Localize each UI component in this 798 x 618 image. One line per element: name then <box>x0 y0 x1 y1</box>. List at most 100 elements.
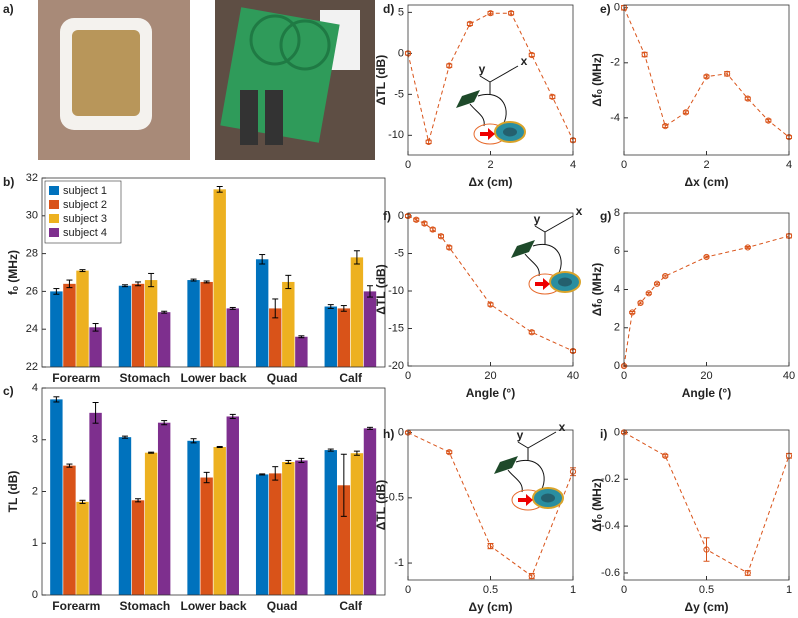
data-line <box>407 12 574 143</box>
legend-label: subject 1 <box>63 185 107 197</box>
y-tick-label: -2 <box>610 57 620 69</box>
bar <box>350 453 364 595</box>
bar <box>337 308 351 367</box>
bar <box>63 465 76 595</box>
error-bar <box>298 335 305 339</box>
x-tick-label: Lower back <box>180 599 246 613</box>
error-bar <box>285 274 292 290</box>
x-tick-label: Stomach <box>120 599 171 613</box>
inset-axis <box>534 225 546 233</box>
inset-axis <box>544 215 574 233</box>
x-tick-label: Calf <box>339 371 363 385</box>
bar <box>324 450 337 595</box>
x-tick-label: 40 <box>783 370 795 382</box>
marker <box>549 93 556 100</box>
inset-tissue-core <box>503 127 517 137</box>
error-bar <box>66 279 73 289</box>
y-tick-label: 28 <box>26 248 38 260</box>
data-line <box>623 7 790 138</box>
y-tick-label: 4 <box>614 283 620 295</box>
marker <box>446 449 453 456</box>
panel-label: d) <box>383 2 394 16</box>
bar <box>187 280 200 367</box>
inset-arrow <box>518 494 533 506</box>
bar <box>76 270 89 367</box>
bar <box>282 462 295 595</box>
x-tick-label: Forearm <box>52 371 100 385</box>
y-axis-label: Δfₒ (MHz) <box>590 478 604 532</box>
marker <box>446 62 453 69</box>
x-tick-label: 2 <box>487 159 493 171</box>
x-tick-label: 0 <box>621 159 627 171</box>
y-tick-label: 30 <box>26 210 38 222</box>
y-tick-label: 5 <box>398 6 404 18</box>
legend-swatch <box>49 200 59 209</box>
error-bar <box>272 298 279 319</box>
x-axis-label: Δx (cm) <box>685 175 729 189</box>
error-bar <box>216 445 223 449</box>
y-tick-label: 0 <box>614 2 620 14</box>
y-axis-label: ΔTL (dB) <box>374 480 388 530</box>
marker <box>487 301 494 308</box>
bar <box>255 259 269 367</box>
error-bar <box>135 281 142 287</box>
inset-coil <box>494 456 518 474</box>
y-tick-label: 22 <box>26 361 38 373</box>
marker <box>645 290 652 297</box>
inset-label: y <box>479 62 486 76</box>
bar <box>118 285 132 367</box>
x-axis-label: Δy (cm) <box>469 600 513 614</box>
x-tick-label: 0.5 <box>483 584 498 596</box>
axes-frame <box>41 177 386 368</box>
y-tick-label: 1 <box>32 537 38 549</box>
legend-swatch <box>49 186 59 195</box>
error-bar <box>135 498 142 503</box>
y-tick-label: -0.6 <box>601 567 620 579</box>
x-tick-label: 2 <box>703 159 709 171</box>
y-axis-label: fₒ (MHz) <box>6 250 20 295</box>
x-tick-label: 0 <box>621 370 627 382</box>
inset-wire <box>524 253 540 277</box>
marker <box>703 253 710 261</box>
bar <box>213 189 226 367</box>
marker <box>421 220 428 227</box>
bar <box>131 283 145 367</box>
bar <box>50 291 63 367</box>
marker <box>487 10 494 17</box>
y-tick-label: 0 <box>398 210 404 222</box>
error-bar <box>327 304 334 309</box>
y-axis-label: Δfₒ (MHz) <box>590 263 604 317</box>
inset-arrow <box>535 278 550 290</box>
marker <box>744 569 751 577</box>
y-tick-label: 0 <box>614 360 620 372</box>
marker <box>662 273 669 280</box>
error-bar <box>161 420 168 426</box>
bar <box>200 477 213 595</box>
inset-wire <box>515 459 545 493</box>
bar <box>226 416 239 595</box>
axes-frame <box>623 429 790 581</box>
y-axis-label: ΔTL (dB) <box>374 55 388 105</box>
x-tick-label: Quad <box>267 371 298 385</box>
y-tick-label: -0.5 <box>385 492 404 504</box>
bar <box>89 412 102 595</box>
marker <box>425 138 432 145</box>
axes-frame <box>623 212 790 367</box>
y-tick-label: 8 <box>614 207 620 219</box>
error-bar <box>66 463 73 468</box>
axes-frame <box>407 4 574 156</box>
error-bar <box>366 285 373 298</box>
error-bar <box>229 413 236 420</box>
bar <box>269 308 282 367</box>
y-tick-label: 0 <box>398 427 404 439</box>
bar <box>200 281 213 367</box>
bar <box>295 460 308 595</box>
axes-frame <box>407 212 574 367</box>
axes-frame <box>623 4 790 156</box>
marker <box>528 51 535 59</box>
error-bar <box>703 537 710 562</box>
error-bar <box>121 435 128 439</box>
y-tick-label: 24 <box>26 323 38 335</box>
bar <box>63 283 76 367</box>
